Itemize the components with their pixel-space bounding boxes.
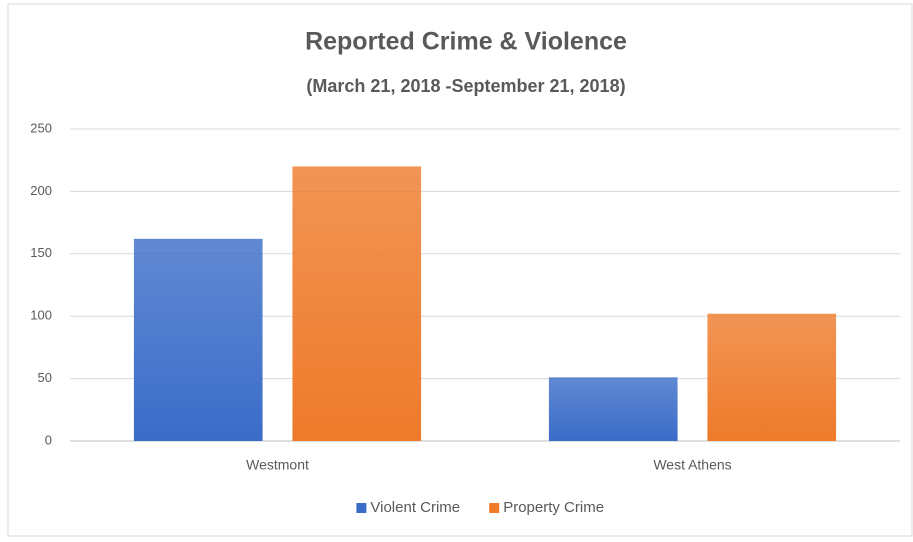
y-tick-label: 0 <box>45 432 52 447</box>
y-tick-label: 250 <box>30 120 52 135</box>
y-tick-label: 100 <box>30 308 52 323</box>
chart-subtitle: (March 21, 2018 -September 21, 2018) <box>306 76 625 96</box>
y-tick-label: 150 <box>30 245 52 260</box>
bar <box>292 166 422 441</box>
legend-swatch <box>356 503 367 513</box>
x-tick-label: West Athens <box>653 457 731 473</box>
bar <box>133 238 263 441</box>
bar <box>548 377 678 441</box>
chart-title: Reported Crime & Violence <box>305 28 627 56</box>
legend-label: Property Crime <box>503 499 604 516</box>
legend-swatch <box>489 503 500 513</box>
x-tick-label: Westmont <box>246 457 309 473</box>
legend-label: Violent Crime <box>370 499 460 516</box>
bar <box>707 313 837 441</box>
y-tick-label: 50 <box>38 370 52 385</box>
y-tick-label: 200 <box>30 183 52 198</box>
